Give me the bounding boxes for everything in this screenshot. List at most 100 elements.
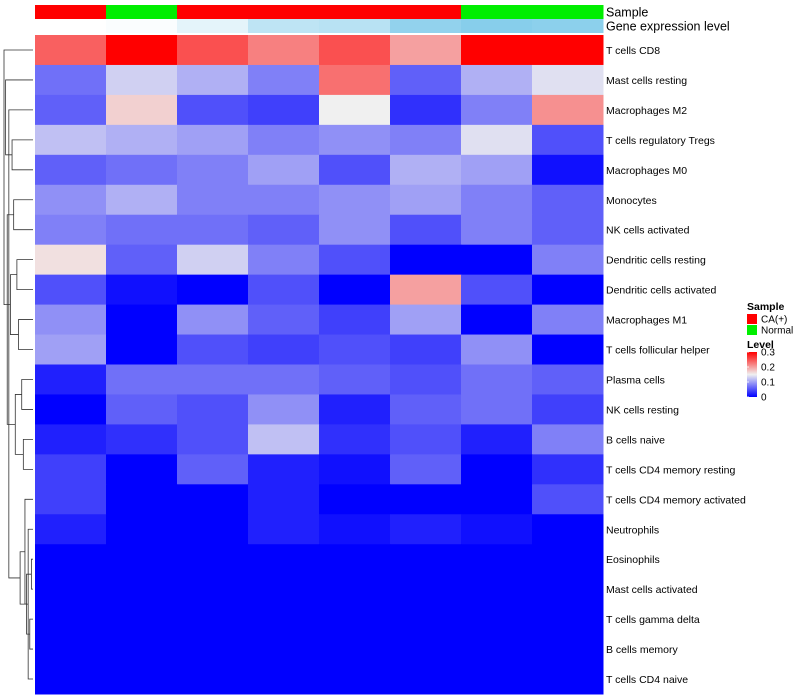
heatmap-cell [390, 634, 462, 665]
heatmap-cell [390, 94, 462, 126]
heatmap-cell [177, 334, 249, 365]
heatmap-cell [35, 124, 107, 156]
heatmap-cell [461, 94, 533, 126]
dendrogram-branch [14, 394, 24, 455]
heatmap-cell [319, 664, 391, 695]
heatmap-cell [248, 124, 320, 156]
annotation-cell [319, 5, 391, 19]
heatmap-cell [390, 334, 462, 365]
legend-level-tick: 0.2 [761, 363, 775, 374]
heatmap-cell [177, 394, 249, 425]
legend-sample-label: CA(+) [761, 315, 787, 326]
heatmap-cell [461, 604, 533, 635]
annotation-cell [35, 5, 107, 19]
heatmap-cell [106, 394, 178, 425]
heatmap-cell [390, 454, 462, 485]
legend-level-title: Level [747, 339, 774, 351]
row-label: T cells CD4 memory resting [606, 464, 735, 476]
heatmap-cell [390, 64, 462, 96]
heatmap-cell [248, 574, 320, 605]
legend-swatch [747, 314, 757, 324]
heatmap-cell [35, 244, 107, 276]
heatmap-cell [390, 484, 462, 515]
heatmap-cell [177, 664, 249, 695]
heatmap-cell [35, 574, 107, 605]
heatmap-cell [461, 35, 533, 66]
heatmap-cell [461, 424, 533, 455]
heatmap-cell [532, 94, 604, 126]
heatmap-cell [461, 364, 533, 395]
heatmap-cell [390, 35, 462, 66]
heatmap-cell [390, 394, 462, 425]
heatmap-cell [532, 304, 604, 336]
heatmap-cell [461, 634, 533, 665]
heatmap-cell [461, 394, 533, 425]
heatmap-cell [35, 664, 107, 695]
annotation-cell [461, 19, 533, 33]
heatmap-cell [532, 64, 604, 96]
dendrogram-branch [22, 438, 33, 470]
heatmap-cell [35, 394, 107, 425]
heatmap-cell [319, 514, 391, 545]
heatmap-cell [248, 424, 320, 455]
heatmap-cell [532, 214, 604, 246]
legend-gradient [747, 352, 757, 397]
heatmap-cell [319, 304, 391, 336]
heatmap-cell [177, 184, 249, 216]
heatmap-cell [35, 94, 107, 126]
dendrogram-branch [13, 199, 33, 231]
heatmap-cell [248, 484, 320, 515]
heatmap-cell [390, 304, 462, 336]
heatmap-cell [35, 604, 107, 635]
annotation-cell [319, 19, 391, 33]
heatmap-cell [532, 424, 604, 455]
heatmap-cell [106, 544, 178, 575]
heatmap-cell [319, 35, 391, 66]
heatmap-cell [461, 544, 533, 575]
heatmap-cell [35, 274, 107, 306]
dendrogram-branch [19, 551, 27, 605]
heatmap-cell [532, 634, 604, 665]
annotation-cell [177, 19, 249, 33]
row-label: Macrophages M1 [606, 315, 687, 327]
heatmap-cell [319, 364, 391, 395]
heatmap-cell [106, 184, 178, 216]
heatmap-cell [106, 574, 178, 605]
heatmap-cell [319, 604, 391, 635]
heatmap-cell [461, 124, 533, 156]
heatmap-cell [35, 214, 107, 246]
annotation-cell [106, 19, 178, 33]
annotation-label: Sample [606, 6, 648, 20]
annotation-cell [461, 5, 533, 19]
heatmap-cell [35, 424, 107, 455]
heatmap-cell [319, 274, 391, 306]
heatmap-cell [35, 454, 107, 485]
row-label: T cells gamma delta [606, 614, 700, 626]
legend-swatch [747, 325, 757, 335]
heatmap-cell [248, 664, 320, 695]
heatmap-cell [461, 244, 533, 276]
heatmap-cell [35, 184, 107, 216]
annotation-cell [390, 19, 462, 33]
heatmap-cell [390, 184, 462, 216]
heatmap-cell [532, 514, 604, 545]
row-label: Dendritic cells activated [606, 285, 716, 297]
heatmap-cell [248, 154, 320, 186]
row-label: T cells CD4 naive [606, 674, 688, 686]
heatmap-cell [248, 364, 320, 395]
heatmap-cell [177, 64, 249, 96]
legend-level-tick: 0.3 [761, 348, 775, 359]
heatmap-cell [532, 154, 604, 186]
heatmap-cell [461, 304, 533, 336]
annotation-label: Gene expression level [606, 20, 730, 34]
legend-level-tick: 0 [761, 393, 767, 404]
heatmap-cell [532, 364, 604, 395]
heatmap-cell [532, 184, 604, 216]
heatmap-cell [390, 664, 462, 695]
heatmap-cell [461, 574, 533, 605]
annotation-cell [248, 5, 320, 19]
heatmap-cell [106, 214, 178, 246]
heatmap-cell [106, 334, 178, 365]
heatmap-cell [177, 154, 249, 186]
